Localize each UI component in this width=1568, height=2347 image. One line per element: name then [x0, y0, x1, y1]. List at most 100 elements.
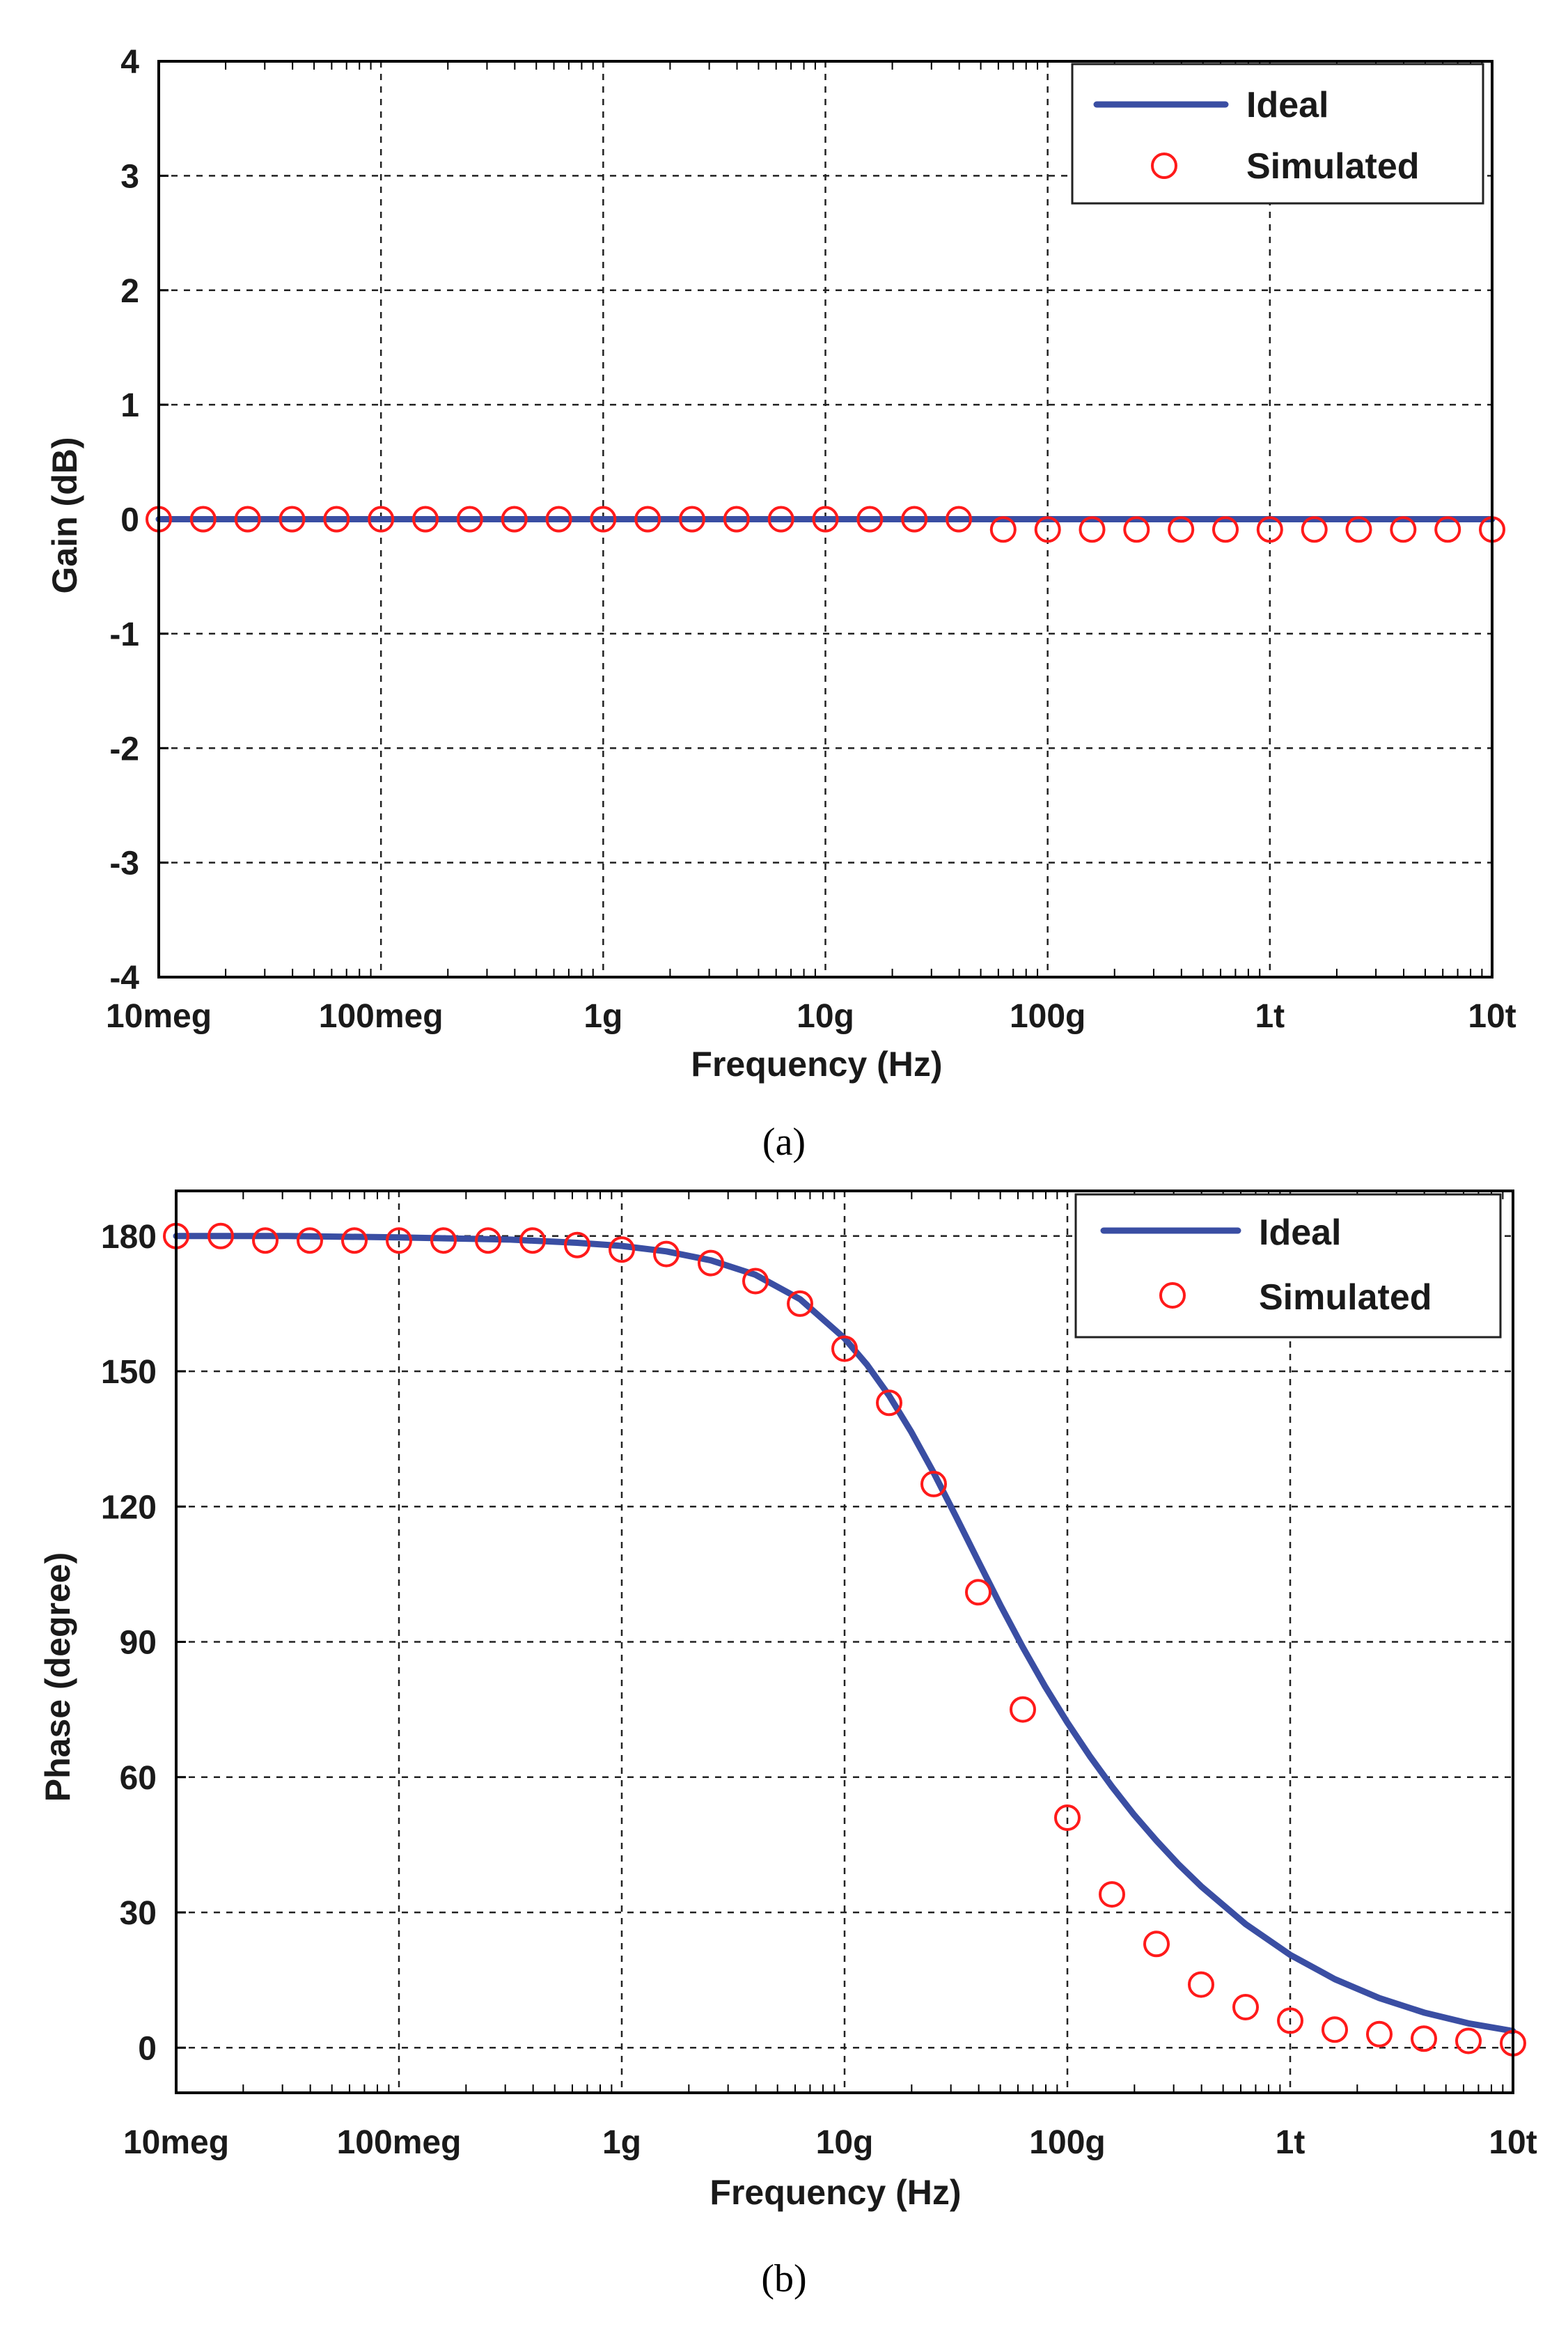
phase-simulated-point: [787, 1290, 813, 1317]
gain-x-tick-label: 100meg: [319, 998, 444, 1035]
phase-legend-simulated-label: Simulated: [1259, 1277, 1432, 1318]
gain-x-ticks: 10meg 100meg 1g 10g 100g 1t 10t: [106, 61, 1516, 1035]
phase-simulated-point: [564, 1231, 590, 1258]
phase-y-ticks: 180 150 120 90 60 30 0: [101, 1219, 186, 2067]
phase-simulated-point: [609, 1236, 635, 1263]
gain-simulated-point: [1345, 516, 1372, 543]
gain-y-tick-label: 4: [120, 44, 139, 81]
gain-simulated-point: [1212, 516, 1239, 543]
phase-simulated-point: [965, 1579, 991, 1606]
phase-simulated-point: [252, 1227, 279, 1254]
gain-simulated-point: [456, 506, 483, 533]
phase-y-tick-label: 0: [138, 2030, 157, 2067]
gain-simulated-point: [989, 516, 1017, 543]
gain-simulated-point: [234, 506, 261, 533]
phase-ideal-line: [173, 1233, 1516, 2034]
gain-simulated-point: [412, 506, 439, 533]
gain-legend-ideal-label: Ideal: [1246, 85, 1329, 125]
phase-simulated-point: [1054, 1804, 1081, 1831]
gain-y-tick-label: -4: [109, 960, 139, 997]
gain-simulated-point: [545, 506, 572, 533]
phase-simulated-point: [386, 1227, 412, 1254]
gain-simulated-point: [856, 506, 884, 533]
phase-x-tick-label: 10g: [816, 2124, 874, 2161]
phase-simulated-point: [1010, 1696, 1036, 1723]
gain-simulated-point: [723, 506, 750, 533]
phase-simulated-point: [207, 1222, 234, 1249]
gain-simulated-point: [279, 506, 306, 533]
phase-x-axis-label: Frequency (Hz): [709, 2173, 961, 2212]
gain-simulated-point: [946, 506, 972, 533]
phase-x-tick-label: 100g: [1029, 2124, 1105, 2161]
gain-y-ticks: 4 3 2 1 0 -1 -2 -3 -4: [109, 44, 168, 997]
phase-y-tick-label: 90: [120, 1625, 157, 1662]
gain-series: [146, 506, 1505, 543]
gain-x-tick-label: 1t: [1255, 998, 1285, 1035]
phase-simulated-point: [519, 1227, 546, 1254]
gain-x-tick-label: 1g: [583, 998, 622, 1035]
phase-simulated-point: [742, 1268, 769, 1295]
phase-simulated-point: [698, 1249, 724, 1277]
gain-simulated-point: [1168, 516, 1195, 543]
phase-y-axis-label: Phase (degree): [38, 1552, 77, 1802]
gain-simulated-point: [323, 506, 350, 533]
phase-simulated-point: [1143, 1931, 1170, 1958]
gain-y-tick-label: 2: [120, 273, 139, 310]
gain-y-axis-label: Gain (dB): [45, 437, 84, 594]
gain-simulated-point: [634, 506, 661, 533]
gain-plot-frame: [157, 60, 1493, 978]
phase-simulated-point: [1411, 2025, 1437, 2052]
gain-legend-box: [1071, 63, 1484, 205]
gain-y-tick-label: 0: [120, 502, 139, 539]
phase-y-tick-label: 60: [120, 1760, 157, 1797]
gain-y-tick-label: -1: [109, 616, 139, 653]
phase-panel: 180 150 120 90 60 30 0 10meg 100meg 1g 10g 100g 1t 1…: [38, 1190, 1537, 2300]
gain-simulated-point: [368, 506, 395, 533]
gain-simulated-point: [1434, 516, 1461, 543]
phase-legend-ideal-label: Ideal: [1259, 1213, 1342, 1253]
phase-legend: Ideal Simulated: [1074, 1193, 1502, 1339]
phase-y-tick-label: 180: [101, 1219, 157, 1256]
gain-simulated-point: [812, 506, 839, 533]
gain-panel-caption: (a): [762, 1121, 806, 1164]
phase-simulated-point: [1188, 1971, 1214, 1998]
gain-legend: Ideal Simulated: [1071, 63, 1484, 205]
phase-x-tick-label: 10t: [1489, 2124, 1537, 2161]
gain-simulated-point: [901, 506, 928, 533]
phase-y-tick-label: 150: [101, 1354, 157, 1391]
gain-simulated-point: [189, 506, 217, 533]
phase-simulated-point: [831, 1335, 858, 1362]
phase-grid: [175, 1191, 1514, 2093]
gain-simulated-point: [590, 506, 617, 533]
phase-x-tick-label: 100meg: [337, 2124, 462, 2161]
phase-plot-frame: [175, 1190, 1514, 2094]
gain-x-tick-label: 10meg: [106, 998, 212, 1035]
phase-series: [163, 1222, 1526, 2057]
phase-legend-simulated-swatch: [1159, 1282, 1186, 1309]
gain-y-tick-label: 1: [120, 387, 139, 424]
gain-simulated-point: [1301, 516, 1328, 543]
phase-simulated-point: [876, 1389, 902, 1417]
gain-simulated-point: [1123, 516, 1150, 543]
phase-simulated-point: [1277, 2007, 1303, 2034]
gain-y-tick-label: -2: [109, 731, 139, 767]
phase-simulated-point: [475, 1227, 501, 1254]
gain-x-axis-label: Frequency (Hz): [691, 1045, 942, 1084]
phase-x-tick-label: 10meg: [123, 2124, 229, 2161]
gain-legend-simulated-label: Simulated: [1246, 146, 1420, 187]
gain-simulated-point: [1034, 516, 1061, 543]
phase-simulated-point: [430, 1227, 457, 1254]
gain-simulated-point: [1079, 516, 1106, 543]
gain-simulated-point: [501, 506, 528, 533]
gain-y-tick-label: 3: [120, 158, 139, 195]
gain-x-tick-label: 10g: [797, 998, 854, 1035]
gain-legend-simulated-swatch: [1151, 153, 1177, 179]
gain-simulated-point: [767, 506, 794, 533]
gain-x-tick-label: 100g: [1010, 998, 1085, 1035]
phase-simulated-point: [341, 1227, 368, 1254]
phase-simulated-point: [297, 1227, 323, 1254]
gain-simulated-point: [1390, 516, 1417, 543]
